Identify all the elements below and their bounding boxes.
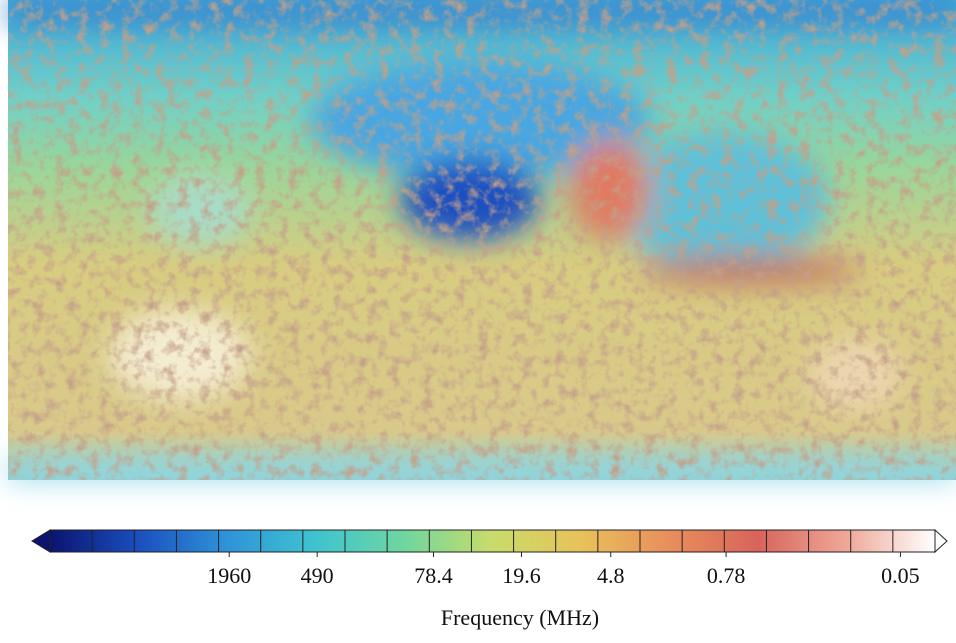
tick-label: 78.4 [414, 563, 453, 588]
colorbar-arrow-right [935, 530, 947, 552]
colorbar-fill [50, 530, 935, 552]
tick-label: 490 [301, 563, 334, 588]
colorbar: 1960 490 78.4 19.6 4.8 0.78 0.05 [32, 530, 947, 588]
tick-label: 0.78 [707, 563, 746, 588]
colorbar-label: Frequency (MHz) [441, 605, 599, 630]
colorbar-arrow-left [32, 530, 50, 552]
tick-label: 19.6 [502, 563, 541, 588]
tick-label: 4.8 [597, 563, 625, 588]
map [8, 0, 956, 480]
page: 1960 490 78.4 19.6 4.8 0.78 0.05 Frequency (MH… [0, 0, 956, 643]
tick-label: 0.05 [881, 563, 920, 588]
tick-label: 1960 [207, 563, 251, 588]
